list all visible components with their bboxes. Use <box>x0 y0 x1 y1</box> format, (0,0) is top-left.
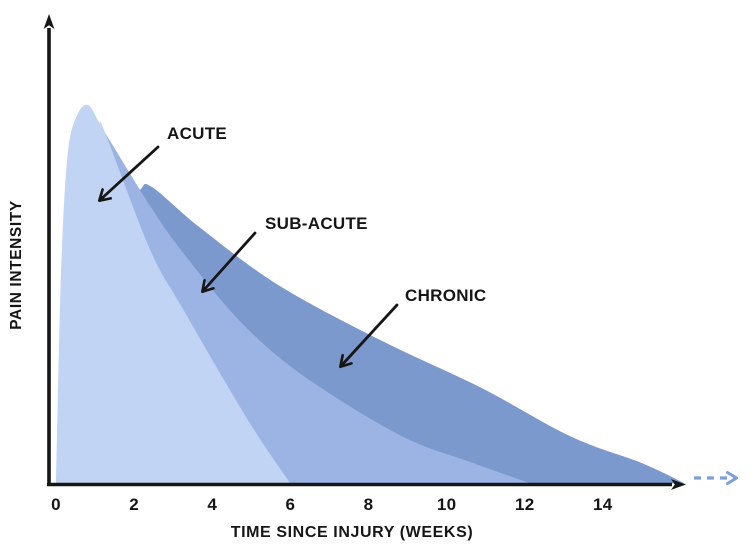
x-tick-label: 4 <box>207 495 217 514</box>
annotation-label-acute: ACUTE <box>167 124 227 143</box>
x-tick-label: 12 <box>515 495 535 514</box>
x-tick-label: 8 <box>364 495 374 514</box>
axes <box>43 14 738 490</box>
x-tick-label: 14 <box>593 495 613 514</box>
y-axis-label: PAIN INTENSITY <box>8 200 25 330</box>
annotation-arrow-acute <box>97 145 160 202</box>
x-tick-label: 6 <box>286 495 296 514</box>
annotations: ACUTE SUB-ACUTE CHRONIC <box>97 124 486 369</box>
x-tick-label: 10 <box>437 495 457 514</box>
annotation-label-sub-acute: SUB-ACUTE <box>265 214 368 233</box>
annotation-chronic: CHRONIC <box>339 286 486 369</box>
x-tick-label: 0 <box>51 495 61 514</box>
annotation-sub-acute: SUB-ACUTE <box>201 214 368 294</box>
area-acute <box>56 104 291 484</box>
phase-areas <box>56 104 685 484</box>
annotation-acute: ACUTE <box>97 124 227 202</box>
annotation-arrow-chronic <box>339 303 399 369</box>
x-tick-labels: 0 2 4 6 8 10 12 14 <box>51 495 613 514</box>
x-axis-label: TIME SINCE INJURY (WEEKS) <box>231 524 474 541</box>
x-tick-label: 2 <box>129 495 139 514</box>
annotation-label-chronic: CHRONIC <box>405 286 486 305</box>
annotation-arrow-sub-acute <box>201 231 257 294</box>
